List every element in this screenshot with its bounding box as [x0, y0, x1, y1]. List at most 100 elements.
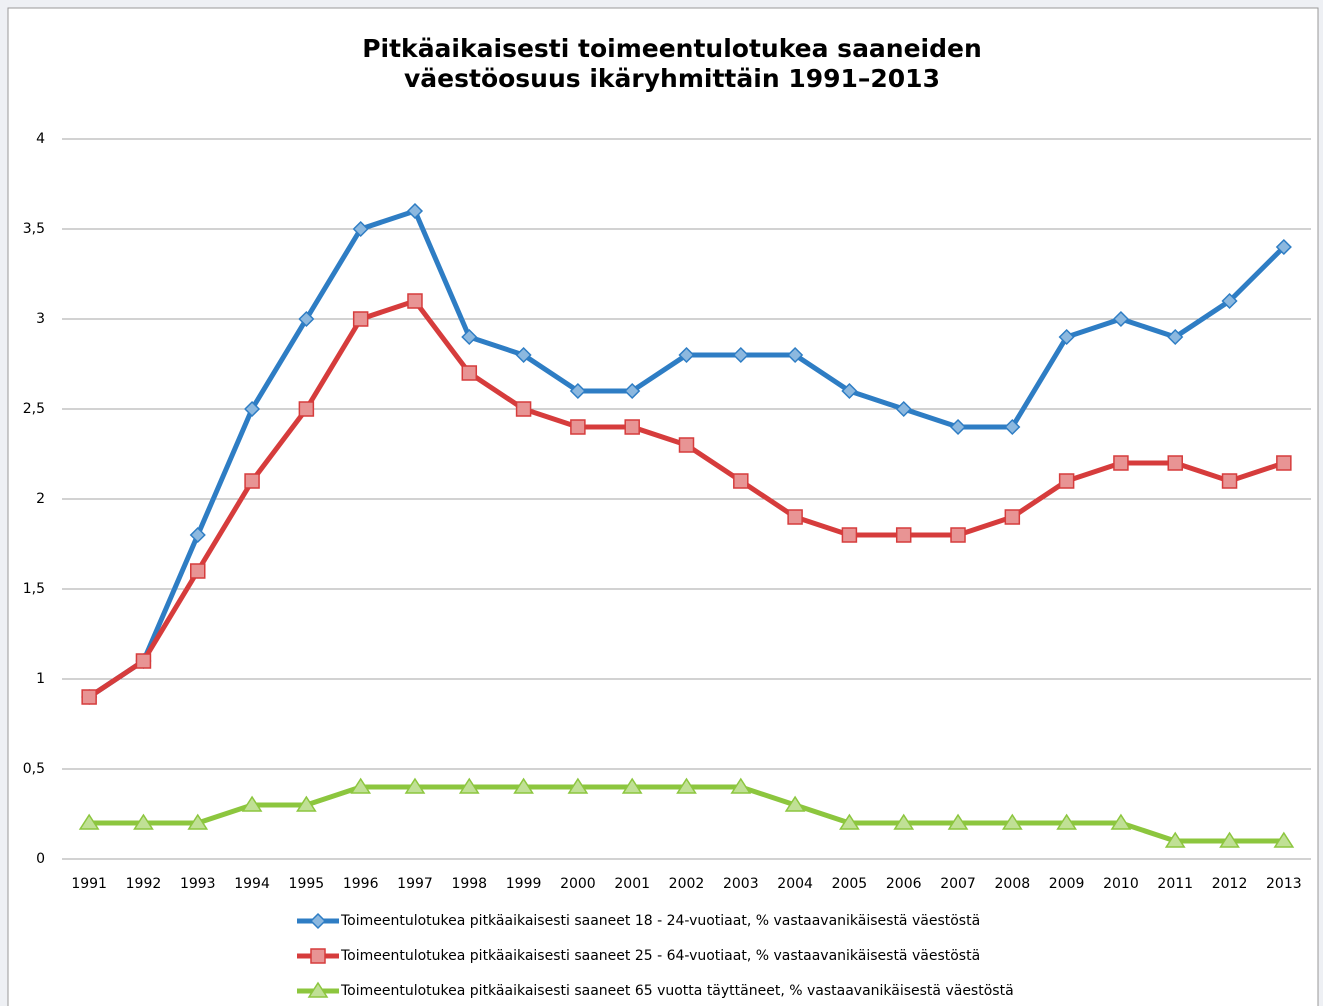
data-point — [570, 419, 586, 435]
legend-marker — [307, 981, 329, 998]
x-tick-label: 2012 — [1212, 876, 1248, 892]
y-tick-label: 2,5 — [23, 401, 45, 417]
y-tick-label: 3 — [36, 311, 45, 327]
data-point — [567, 777, 589, 794]
data-point — [1004, 509, 1021, 525]
data-point — [298, 401, 315, 417]
x-tick-label: 1993 — [180, 876, 216, 892]
x-tick-label: 1996 — [343, 876, 379, 892]
data-point — [187, 813, 209, 830]
data-point — [730, 777, 752, 794]
x-tick-label: 2002 — [669, 876, 705, 892]
legend-label: Toimeentulotukea pitkäaikaisesti saaneet… — [340, 948, 980, 964]
y-tick-label: 0,5 — [23, 761, 45, 777]
data-point — [1273, 831, 1295, 848]
data-point — [1276, 455, 1292, 471]
data-point — [1004, 418, 1021, 436]
chart-title: Pitkäaikaisesti toimeentulotukea saaneid… — [362, 34, 982, 63]
data-point — [515, 401, 532, 417]
data-point — [404, 777, 426, 794]
data-point — [352, 311, 369, 327]
data-point — [841, 382, 858, 400]
y-tick-label: 1 — [36, 671, 45, 687]
data-point — [406, 202, 424, 220]
data-point — [624, 382, 641, 400]
x-tick-label: 2000 — [560, 876, 596, 892]
data-point — [732, 346, 749, 364]
data-point — [787, 346, 804, 364]
data-point — [295, 795, 317, 812]
data-point — [1164, 831, 1186, 848]
data-point — [893, 813, 915, 830]
x-tick-label: 2011 — [1157, 876, 1193, 892]
x-tick-label: 2003 — [723, 876, 759, 892]
x-tick-label: 1995 — [289, 876, 325, 892]
data-point — [895, 400, 912, 418]
data-point — [1056, 813, 1078, 830]
data-point — [461, 328, 478, 346]
data-point — [678, 346, 695, 364]
data-point — [189, 526, 206, 544]
data-point — [949, 418, 967, 436]
data-point — [839, 813, 860, 830]
chart-frame — [7, 7, 1319, 1006]
data-point — [244, 473, 260, 489]
data-point — [624, 419, 640, 435]
data-point — [78, 813, 100, 830]
x-tick-label: 1992 — [126, 876, 162, 892]
x-tick-label: 2006 — [886, 876, 922, 892]
data-point — [190, 563, 206, 579]
x-tick-label: 1999 — [506, 876, 542, 892]
y-tick-label: 4 — [36, 131, 45, 147]
y-tick-label: 2 — [36, 491, 45, 507]
data-point — [787, 509, 803, 525]
data-point — [81, 689, 97, 705]
data-point — [678, 437, 695, 453]
data-point — [1167, 328, 1184, 346]
x-tick-label: 2009 — [1049, 876, 1085, 892]
data-point — [241, 795, 263, 812]
data-point — [1275, 238, 1292, 256]
x-tick-label: 2005 — [832, 876, 868, 892]
data-point — [1113, 455, 1129, 471]
data-point — [1221, 292, 1238, 310]
x-tick-label: 2008 — [995, 876, 1031, 892]
data-point — [244, 400, 261, 418]
data-point — [784, 795, 806, 812]
x-tick-label: 1991 — [71, 876, 107, 892]
data-point — [1167, 455, 1183, 471]
y-tick-label: 0 — [36, 851, 45, 867]
y-tick-label: 3,5 — [23, 221, 45, 237]
x-tick-label: 2001 — [614, 876, 650, 892]
x-tick-label: 2007 — [940, 876, 976, 892]
data-point — [461, 365, 478, 381]
data-point — [298, 310, 315, 328]
x-tick-label: 1994 — [234, 876, 270, 892]
data-point — [513, 777, 534, 794]
data-point — [895, 527, 912, 543]
data-point — [515, 346, 532, 364]
data-point — [733, 473, 749, 489]
data-point — [569, 382, 586, 400]
data-point — [950, 527, 966, 543]
x-tick-label: 2004 — [777, 876, 813, 892]
legend-label: Toimeentulotukea pitkäaikaisesti saaneet… — [340, 983, 1014, 999]
data-point — [841, 527, 858, 543]
chart-title: väestöosuus ikäryhmittäin 1991–2013 — [404, 64, 940, 93]
data-point — [350, 777, 372, 794]
data-point — [458, 777, 480, 794]
data-point — [621, 777, 643, 794]
y-tick-label: 1,5 — [23, 581, 45, 597]
legend-marker — [309, 912, 327, 930]
x-tick-label: 1998 — [451, 876, 487, 892]
x-tick-label: 1997 — [397, 876, 433, 892]
legend-marker — [310, 948, 326, 964]
data-point — [1058, 328, 1075, 346]
data-point — [352, 220, 369, 238]
data-point — [676, 777, 697, 794]
data-point — [407, 293, 423, 309]
data-point — [1219, 831, 1240, 848]
x-tick-label: 2013 — [1266, 876, 1302, 892]
